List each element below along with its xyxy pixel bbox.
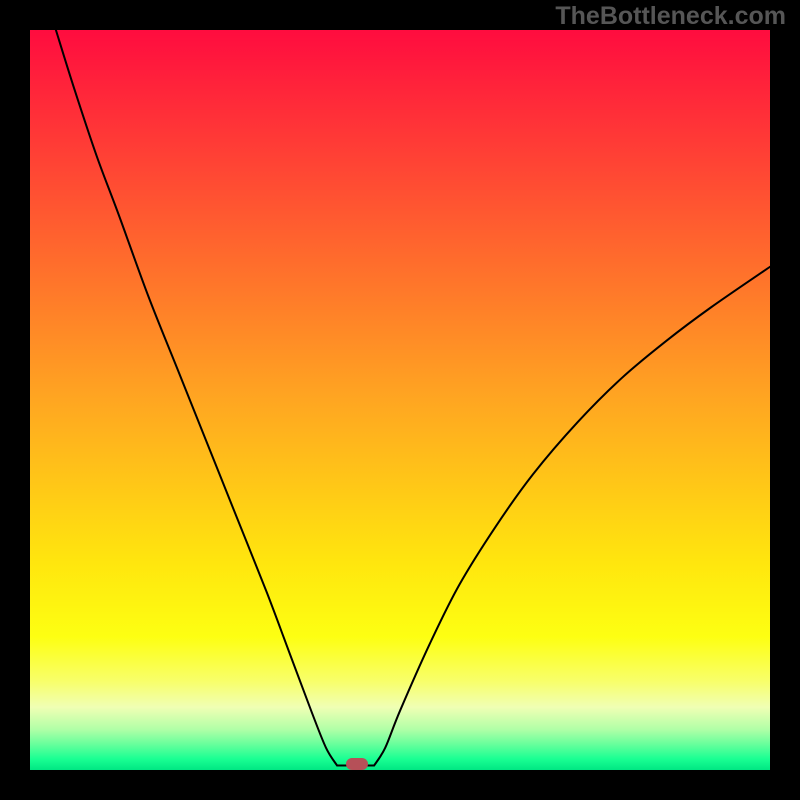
chart-frame: TheBottleneck.com [0, 0, 800, 800]
watermark-text: TheBottleneck.com [555, 2, 786, 31]
optimum-marker [346, 758, 368, 770]
plot-area [30, 30, 770, 770]
